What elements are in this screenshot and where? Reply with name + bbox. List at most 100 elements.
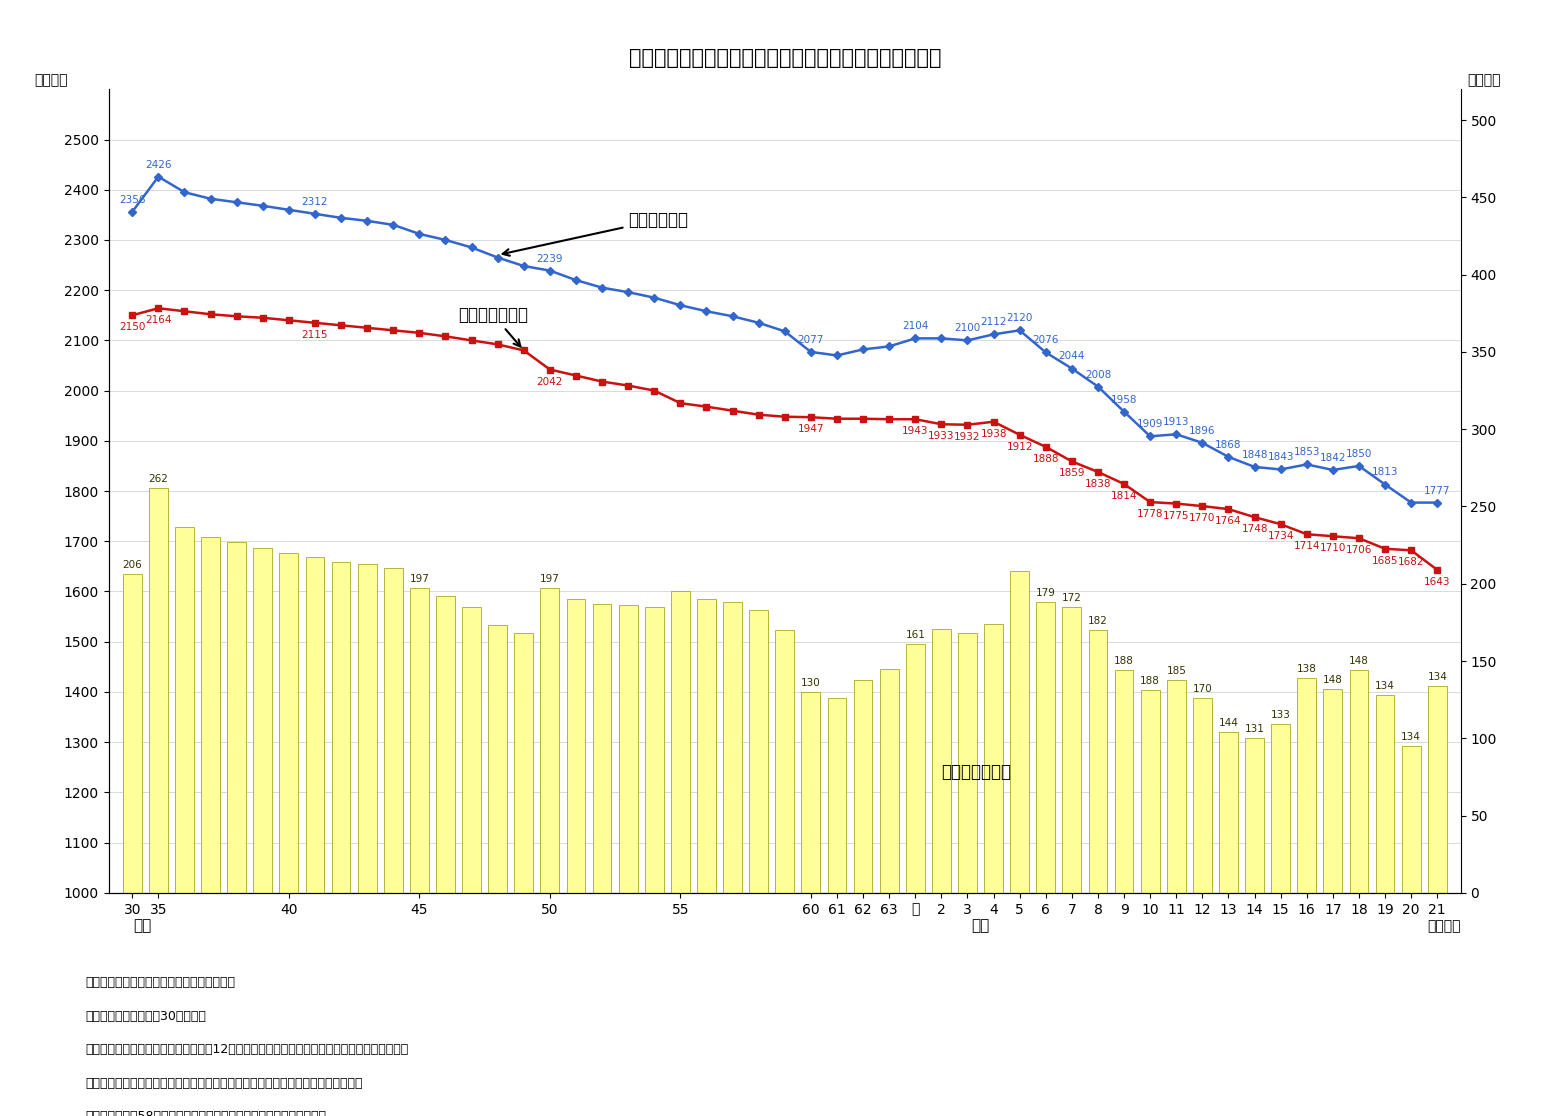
Bar [488, 625, 507, 893]
Text: 1868: 1868 [1215, 440, 1242, 450]
Text: 1685: 1685 [1372, 556, 1399, 566]
Bar [853, 680, 872, 893]
Text: 2312: 2312 [301, 196, 328, 206]
Text: 2100: 2100 [954, 324, 981, 334]
Text: 2426: 2426 [145, 160, 171, 170]
Text: 1932: 1932 [954, 432, 981, 442]
Bar [1428, 685, 1447, 893]
Bar [880, 668, 898, 893]
Text: 所定内労働時間: 所定内労働時間 [458, 306, 528, 347]
Bar [775, 631, 794, 893]
Bar [357, 564, 376, 893]
Text: 182: 182 [1088, 616, 1108, 626]
Bar [253, 548, 272, 893]
Bar [1167, 680, 1186, 893]
Text: 134: 134 [1427, 672, 1447, 682]
Bar [567, 599, 586, 893]
Text: （時間）: （時間） [34, 74, 68, 87]
Text: 206: 206 [123, 560, 141, 570]
Text: 197: 197 [409, 575, 429, 585]
Bar [384, 568, 402, 893]
Bar [1402, 745, 1420, 893]
Bar [828, 699, 847, 893]
Bar [1375, 695, 1394, 893]
Text: 1909: 1909 [1138, 420, 1164, 430]
Text: 1714: 1714 [1293, 541, 1319, 551]
Bar [1010, 571, 1029, 893]
Text: 1853: 1853 [1293, 448, 1319, 458]
Text: 1710: 1710 [1319, 543, 1346, 554]
Text: 2115: 2115 [301, 330, 328, 340]
Text: 1947: 1947 [797, 424, 824, 434]
Text: 1913: 1913 [1162, 417, 1189, 427]
Bar [306, 558, 325, 893]
Text: 172: 172 [1061, 593, 1082, 603]
Text: 134: 134 [1402, 732, 1420, 742]
Text: 2077: 2077 [797, 335, 824, 345]
Text: 1912: 1912 [1007, 442, 1033, 452]
Text: 1958: 1958 [1111, 395, 1138, 405]
Bar [1063, 607, 1082, 893]
Text: 2356: 2356 [120, 195, 146, 205]
Text: 2239: 2239 [536, 253, 563, 263]
Bar [906, 644, 925, 893]
Text: 1842: 1842 [1319, 453, 1346, 463]
Text: 1706: 1706 [1346, 546, 1372, 556]
Text: 2076: 2076 [1032, 336, 1058, 345]
Text: 148: 148 [1322, 675, 1343, 685]
Text: 1778: 1778 [1138, 509, 1164, 519]
Bar [645, 607, 664, 893]
Text: 185: 185 [1167, 665, 1186, 675]
Bar [802, 692, 821, 893]
Text: 1748: 1748 [1242, 525, 1268, 535]
Bar [698, 599, 716, 893]
Bar [331, 562, 351, 893]
Bar [123, 575, 141, 893]
Text: 133: 133 [1271, 711, 1291, 720]
Bar [462, 607, 482, 893]
Text: 1933: 1933 [928, 431, 954, 441]
Bar [437, 596, 455, 893]
Text: 1775: 1775 [1162, 511, 1189, 521]
Bar [1037, 603, 1055, 893]
Bar [1218, 732, 1239, 893]
Text: （注）１　事業所規模30人以上。: （注）１ 事業所規模30人以上。 [85, 1010, 207, 1023]
Text: 2042: 2042 [536, 376, 563, 386]
Text: 1838: 1838 [1085, 479, 1111, 489]
Text: ２　数値は、年度平均月間値を12倍し、小数点以下第１位を四捨五入したものである。: ２ 数値は、年度平均月間値を12倍し、小数点以下第１位を四捨五入したものである。 [85, 1043, 409, 1057]
Text: 平成: 平成 [971, 917, 990, 933]
Bar [176, 527, 194, 893]
Text: 2112: 2112 [981, 317, 1007, 327]
Text: 2120: 2120 [1007, 314, 1033, 324]
Text: 1888: 1888 [1032, 454, 1058, 464]
Bar [1349, 671, 1369, 893]
Text: 1943: 1943 [901, 426, 929, 436]
Text: 総実労働時間: 総実労働時間 [502, 211, 688, 256]
Bar [514, 633, 533, 893]
Bar [200, 538, 221, 893]
Text: 1734: 1734 [1268, 531, 1294, 541]
Bar [932, 628, 951, 893]
Title: 労働者１人平均年間総実労働時間の推移（年度、確報）: 労働者１人平均年間総実労働時間の推移（年度、確報） [628, 48, 942, 68]
Text: 1643: 1643 [1423, 577, 1450, 587]
Text: 188: 188 [1141, 676, 1161, 686]
Text: 2008: 2008 [1085, 369, 1111, 379]
Bar [541, 588, 559, 893]
Text: 144: 144 [1218, 718, 1239, 728]
Text: 1848: 1848 [1242, 450, 1268, 460]
Text: 1850: 1850 [1346, 449, 1372, 459]
Bar [749, 610, 768, 893]
Text: 2164: 2164 [145, 315, 171, 325]
Text: 1764: 1764 [1215, 516, 1242, 526]
Bar [618, 605, 637, 893]
Text: 昭和: 昭和 [134, 917, 152, 933]
Text: 170: 170 [1192, 684, 1212, 694]
Text: 1938: 1938 [981, 429, 1007, 439]
Text: 2150: 2150 [120, 323, 146, 333]
Text: （年度）: （年度） [1427, 918, 1461, 933]
Bar [1298, 679, 1316, 893]
Text: 138: 138 [1298, 664, 1316, 674]
Text: 1770: 1770 [1189, 513, 1215, 523]
Bar [227, 542, 246, 893]
Bar [410, 588, 429, 893]
